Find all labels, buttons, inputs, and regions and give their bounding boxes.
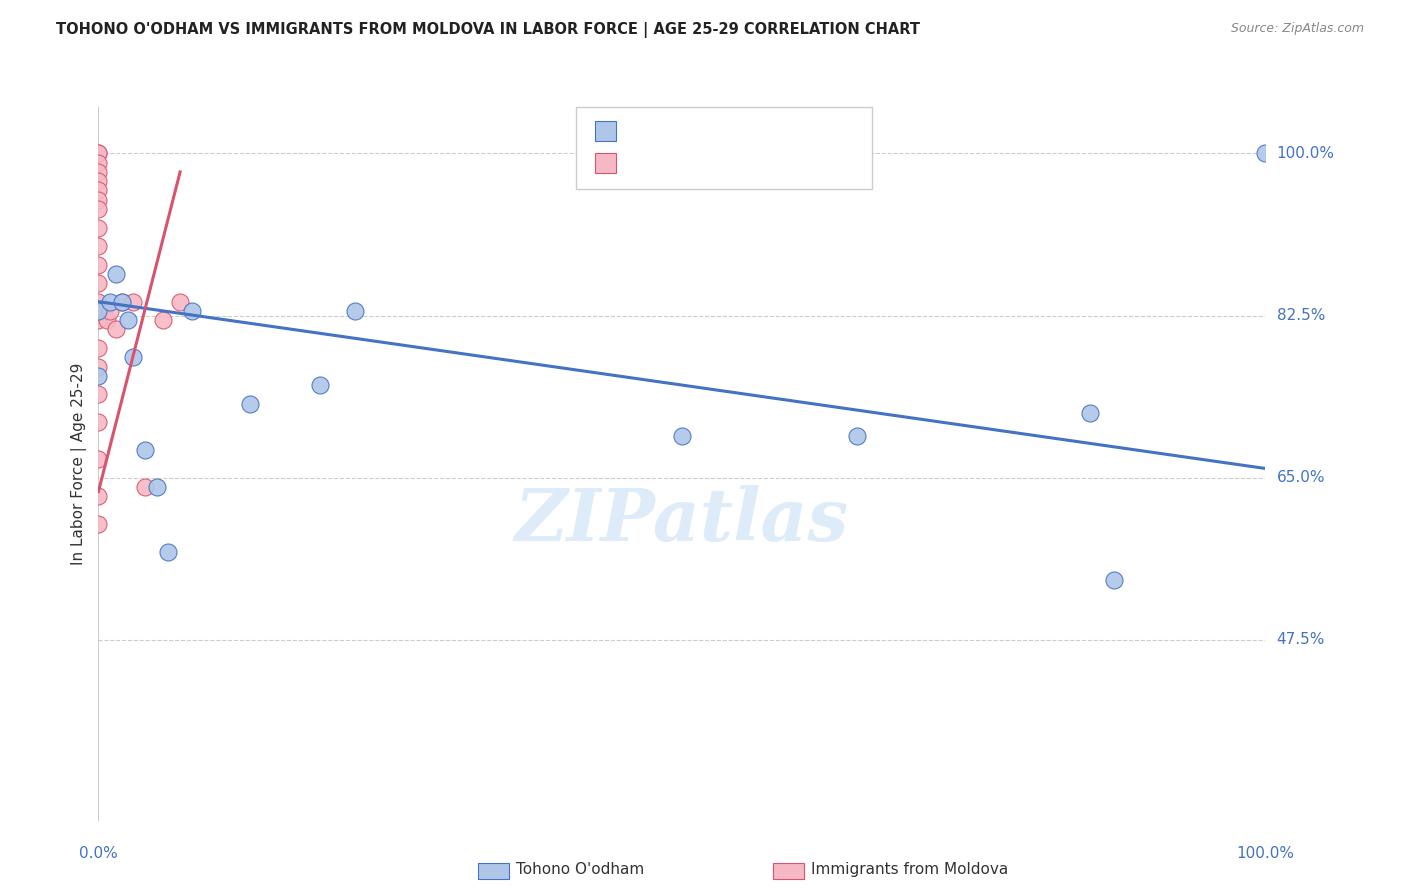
Point	[239, 396, 262, 410]
Text: -0.240: -0.240	[672, 122, 733, 140]
Text: Tohono O'odham: Tohono O'odham	[516, 863, 644, 877]
Text: 41: 41	[797, 154, 817, 172]
Point	[87, 452, 110, 467]
Point	[134, 442, 156, 457]
Point	[87, 146, 110, 161]
Text: 82.5%: 82.5%	[1277, 308, 1324, 323]
Point	[93, 304, 115, 318]
Point	[169, 294, 191, 309]
Point	[87, 165, 110, 179]
Point	[122, 351, 145, 365]
Point	[157, 545, 180, 559]
Point	[1254, 146, 1277, 161]
Text: 47.5%: 47.5%	[1277, 632, 1324, 648]
Text: R =: R =	[626, 154, 665, 172]
Point	[87, 304, 110, 318]
Point	[1080, 406, 1102, 420]
Point	[87, 239, 110, 253]
Point	[87, 174, 110, 188]
Text: Immigrants from Moldova: Immigrants from Moldova	[811, 863, 1008, 877]
Point	[87, 202, 110, 216]
Point	[344, 304, 367, 318]
Point	[87, 517, 110, 532]
Point	[122, 294, 145, 309]
Point	[98, 304, 121, 318]
Text: N =: N =	[742, 122, 803, 140]
Point	[87, 313, 110, 327]
Text: 100.0%: 100.0%	[1236, 846, 1295, 861]
Point	[87, 155, 110, 169]
Text: 65.0%: 65.0%	[1277, 470, 1324, 485]
Text: 100.0%: 100.0%	[1277, 146, 1334, 161]
Point	[104, 322, 127, 336]
Point	[117, 313, 139, 327]
Point	[111, 294, 134, 309]
Y-axis label: In Labor Force | Age 25-29: In Labor Force | Age 25-29	[72, 363, 87, 565]
Point	[87, 387, 110, 401]
Point	[111, 294, 134, 309]
Point	[87, 258, 110, 272]
Text: ZIPatlas: ZIPatlas	[515, 485, 849, 557]
Text: N =: N =	[742, 154, 803, 172]
Point	[146, 480, 169, 494]
Text: R =: R =	[626, 122, 665, 140]
Point	[96, 313, 118, 327]
Point	[87, 415, 110, 429]
Point	[87, 276, 110, 290]
Text: TOHONO O'ODHAM VS IMMIGRANTS FROM MOLDOVA IN LABOR FORCE | AGE 25-29 CORRELATION: TOHONO O'ODHAM VS IMMIGRANTS FROM MOLDOV…	[56, 22, 921, 38]
Point	[134, 480, 156, 494]
Point	[87, 341, 110, 355]
Point	[180, 304, 202, 318]
Text: 0.513: 0.513	[672, 154, 733, 172]
Point	[87, 294, 110, 309]
Text: Source: ZipAtlas.com: Source: ZipAtlas.com	[1230, 22, 1364, 36]
Point	[1102, 573, 1125, 587]
Point	[87, 184, 110, 198]
Point	[87, 193, 110, 207]
Point	[671, 429, 693, 443]
Point	[87, 359, 110, 374]
Point	[87, 368, 110, 383]
Point	[309, 378, 332, 392]
Text: 0.0%: 0.0%	[79, 846, 118, 861]
Point	[87, 146, 110, 161]
Point	[87, 489, 110, 503]
Point	[152, 313, 174, 327]
Point	[98, 294, 121, 309]
Text: 25: 25	[797, 122, 817, 140]
Point	[87, 220, 110, 235]
Point	[104, 267, 127, 281]
Point	[845, 429, 868, 443]
